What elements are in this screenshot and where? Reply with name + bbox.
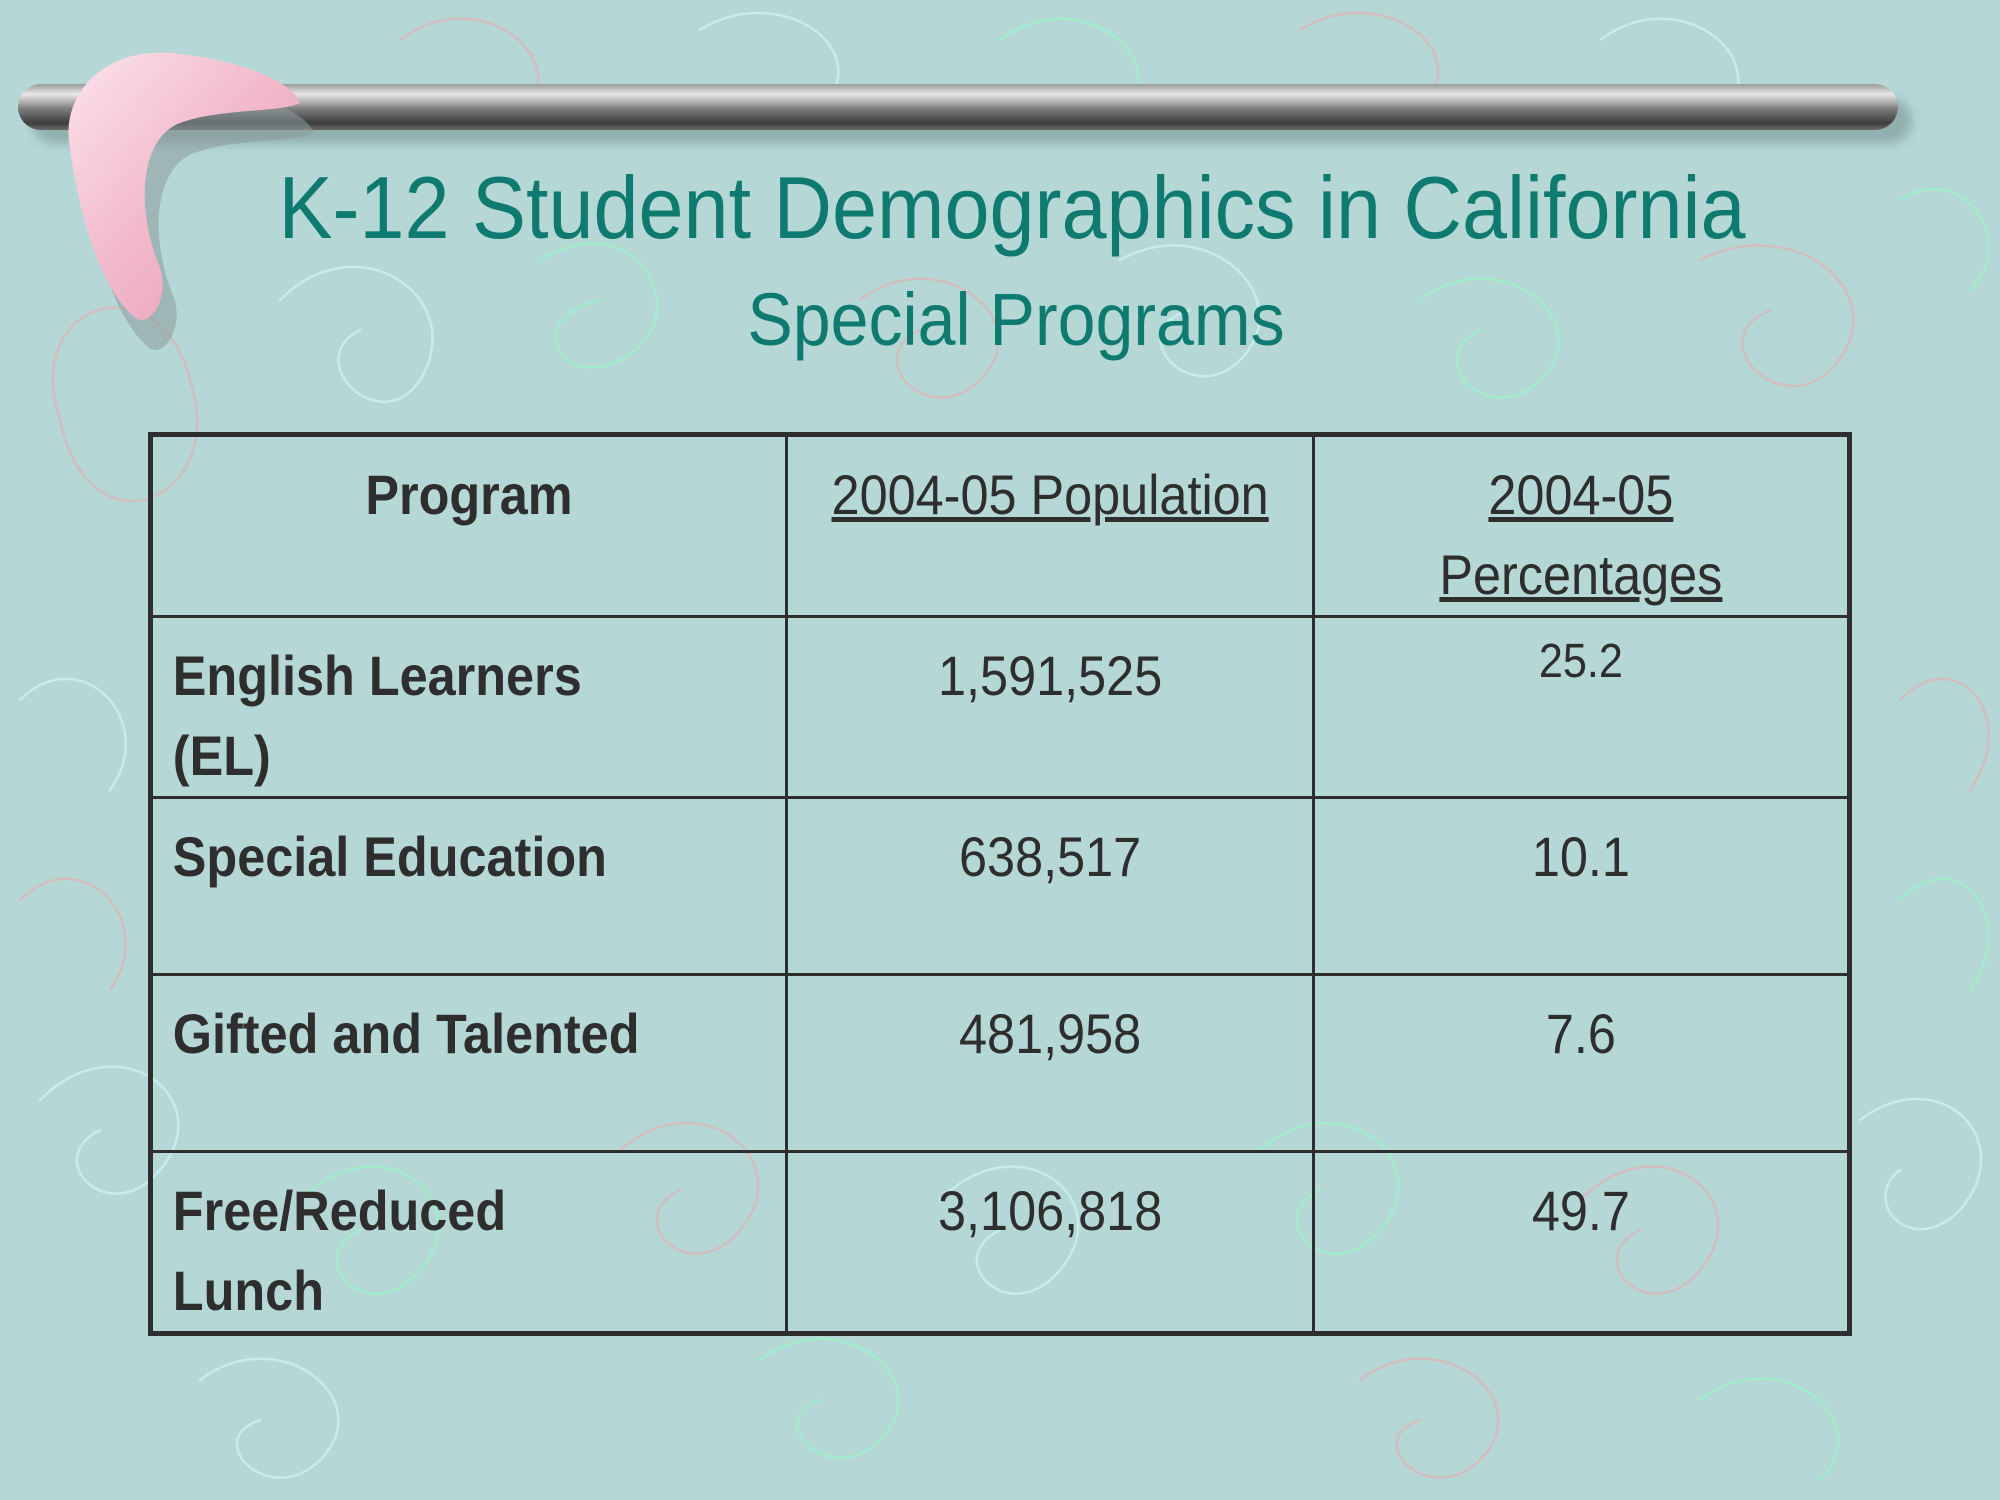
percentage-value: 49.7 — [1532, 1179, 1631, 1242]
program-label: Free/Reduced — [172, 1179, 507, 1242]
percentage-value: 10.1 — [1532, 825, 1631, 888]
program-cell: English Learners (EL) — [149, 615, 788, 799]
population-value: 3,106,818 — [938, 1179, 1163, 1242]
program-label-line2: Lunch — [172, 1259, 324, 1322]
slide-subtitle: Special Programs — [747, 278, 1285, 361]
slide-title: K-12 Student Demographics in California — [278, 158, 1746, 257]
population-cell: 638,517 — [784, 796, 1316, 976]
population-value: 638,517 — [959, 825, 1142, 888]
header-program: Program — [365, 463, 573, 526]
program-cell: Special Education — [149, 796, 788, 976]
percentage-value: 7.6 — [1546, 1002, 1617, 1065]
population-value: 481,958 — [959, 1002, 1142, 1065]
table-row: Gifted and Talented 481,958 7.6 — [149, 973, 1851, 1153]
population-cell: 1,591,525 — [784, 615, 1316, 799]
program-cell: Gifted and Talented — [149, 973, 788, 1153]
program-label: English Learners — [172, 644, 582, 707]
population-value: 1,591,525 — [938, 644, 1163, 707]
population-cell: 3,106,818 — [784, 1150, 1316, 1335]
program-label-line2: (EL) — [172, 724, 271, 787]
program-label: Special Education — [172, 825, 607, 888]
header-cell-population: 2004-05 Population — [784, 433, 1316, 618]
program-label: Gifted and Talented — [172, 1002, 640, 1065]
header-percentages: 2004-05 Percentages — [1439, 463, 1723, 606]
percentage-cell: 49.7 — [1312, 1150, 1851, 1335]
percentage-cell: 7.6 — [1312, 973, 1851, 1153]
percentage-cell: 25.2 — [1312, 615, 1851, 799]
boomerang-icon — [68, 52, 314, 350]
header-cell-percentages: 2004-05 Percentages — [1312, 433, 1851, 618]
percentage-value: 25.2 — [1539, 635, 1624, 688]
program-cell: Free/Reduced Lunch — [149, 1150, 788, 1335]
population-cell: 481,958 — [784, 973, 1316, 1153]
table-header-row: Program 2004-05 Population 2004-05 Perce… — [149, 433, 1851, 618]
header-cell-program: Program — [149, 433, 788, 618]
header-population: 2004-05 Population — [831, 463, 1269, 526]
table-row: Special Education 638,517 10.1 — [149, 796, 1851, 976]
programs-table: Program 2004-05 Population 2004-05 Perce… — [148, 432, 1852, 1336]
table-row: English Learners (EL) 1,591,525 25.2 — [149, 615, 1851, 799]
table-row: Free/Reduced Lunch 3,106,818 49.7 — [149, 1150, 1851, 1335]
rod-decoration — [18, 84, 1898, 130]
percentage-cell: 10.1 — [1312, 796, 1851, 976]
